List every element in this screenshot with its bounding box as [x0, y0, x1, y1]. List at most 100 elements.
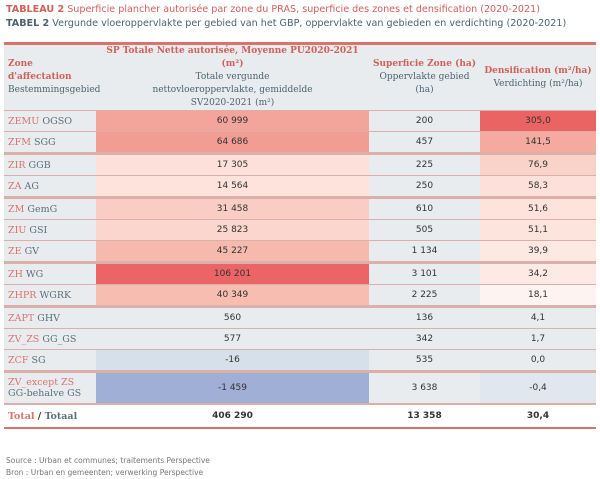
- area-cell: 200: [369, 110, 480, 132]
- zone-nl: GSI: [29, 224, 48, 236]
- zone-nl: GG_GS: [42, 333, 77, 345]
- zone-fr: ZE: [8, 245, 22, 257]
- zone-cell: ZAPT GHV: [4, 305, 96, 329]
- table-row: ZEMU OGSO 60 999 200 305,0: [4, 110, 596, 132]
- table-row: ZIU GSI 25 823 505 51,1: [4, 219, 596, 241]
- zone-fr: ZV_ZS: [8, 333, 40, 345]
- header-nl: Totale vergunde nettovloeroppervlakte, g…: [152, 72, 313, 108]
- density-cell: 58,3: [480, 175, 596, 198]
- header-fr: Zone d'affectation: [8, 59, 72, 82]
- zone-cell: ZFM SGG: [4, 131, 96, 154]
- zone-fr: ZCF: [8, 354, 29, 366]
- zone-nl: AG: [24, 180, 39, 192]
- total-sep: /: [34, 410, 45, 422]
- zone-cell: ZV_except ZS GG-behalve GS: [4, 370, 96, 404]
- zone-fr: ZIU: [8, 224, 27, 236]
- table-row: ZH WG 106 201 3 101 34,2: [4, 261, 596, 285]
- zone-cell: ZIU GSI: [4, 219, 96, 241]
- density-cell: 4,1: [480, 305, 596, 329]
- area-cell: 342: [369, 328, 480, 350]
- zone-fr: ZA: [8, 180, 22, 192]
- floor-area-cell: 31 458: [96, 196, 369, 220]
- floor-area-cell: 106 201: [96, 261, 369, 285]
- zone-cell: ZM GemG: [4, 196, 96, 220]
- table-row: ZA AG 14 564 250 58,3: [4, 175, 596, 198]
- zone-cell: ZH WG: [4, 261, 96, 285]
- total-density: 30,4: [480, 403, 596, 428]
- zone-fr: ZAPT: [8, 312, 35, 324]
- area-cell: 225: [369, 152, 480, 176]
- floor-area-cell: -1 459: [96, 370, 369, 404]
- zone-fr: ZHPR: [8, 289, 37, 301]
- title-nl-label: TABEL 2: [6, 18, 50, 29]
- area-cell: 457: [369, 131, 480, 154]
- total-label: Total / Totaal: [4, 403, 96, 428]
- title-nl-text: Vergunde vloeroppervlakte per gebied van…: [52, 18, 567, 29]
- zone-fr: ZFM: [8, 136, 31, 148]
- zone-fr: ZV_except ZS: [8, 377, 75, 388]
- zone-cell: ZV_ZS GG_GS: [4, 328, 96, 350]
- density-cell: 1,7: [480, 328, 596, 350]
- floor-area-cell: 40 349: [96, 284, 369, 307]
- header-floor-area: SP Totale Nette autorisée, Moyenne PU202…: [96, 43, 369, 111]
- total-floor-area: 406 290: [96, 403, 369, 428]
- zone-cell: ZE GV: [4, 240, 96, 263]
- zone-nl: GV: [24, 245, 40, 257]
- header-nl: Verdichting (m²/ha): [493, 78, 583, 89]
- floor-area-cell: -16: [96, 349, 369, 372]
- density-cell: -0,4: [480, 370, 596, 404]
- title-fr-text: Superficie plancher autorisée par zone d…: [67, 4, 540, 15]
- density-cell: 18,1: [480, 284, 596, 307]
- total-row: Total / Totaal 406 290 13 358 30,4: [4, 403, 596, 428]
- table-row: ZV_ZS GG_GS 577 342 1,7: [4, 328, 596, 350]
- table-row: ZCF SG -16 535 0,0: [4, 349, 596, 372]
- table-row: ZM GemG 31 458 610 51,6: [4, 196, 596, 220]
- zone-fr: ZEMU: [8, 115, 40, 127]
- header-fr: Densification (m²/ha): [484, 65, 592, 76]
- zone-nl: SG: [31, 354, 46, 366]
- zone-cell: ZHPR WGRK: [4, 284, 96, 307]
- table-row: ZAPT GHV 560 136 4,1: [4, 305, 596, 329]
- zone-nl: SGG: [33, 136, 56, 148]
- title-fr-label: TABLEAU 2: [6, 4, 65, 15]
- header-zone: Zone d'affectation Bestemmingsgebied: [4, 43, 100, 111]
- floor-area-cell: 14 564: [96, 175, 369, 198]
- floor-area-cell: 60 999: [96, 110, 369, 132]
- zone-nl: WG: [25, 268, 44, 280]
- density-cell: 51,1: [480, 219, 596, 241]
- floor-area-cell: 64 686: [96, 131, 369, 154]
- title-fr: TABLEAU 2 Superficie plancher autorisée …: [6, 4, 540, 15]
- zone-cell: ZCF SG: [4, 349, 96, 372]
- zone-nl: GG-behalve GS: [8, 388, 82, 399]
- table-row: ZFM SGG 64 686 457 141,5: [4, 131, 596, 154]
- density-cell: 51,6: [480, 196, 596, 220]
- table-row: ZV_except ZS GG-behalve GS -1 459 3 638 -…: [4, 370, 596, 404]
- zone-nl: GHV: [37, 312, 60, 324]
- header-row: Zone d'affectation Bestemmingsgebied SP T…: [4, 43, 596, 111]
- header-density: Densification (m²/ha) Verdichting (m²/ha): [480, 43, 596, 111]
- table-row: ZHPR WGRK 40 349 2 225 18,1: [4, 284, 596, 307]
- density-cell: 0,0: [480, 349, 596, 372]
- source-fr: Source : Urban et communes; traitements …: [6, 456, 210, 465]
- data-table: Zone d'affectation Bestemmingsgebied SP T…: [4, 42, 596, 429]
- zone-nl: GGB: [28, 159, 51, 171]
- area-cell: 250: [369, 175, 480, 198]
- floor-area-cell: 45 227: [96, 240, 369, 263]
- header-nl: Oppervlakte gebied (ha): [379, 72, 470, 95]
- zone-fr: ZIR: [8, 159, 26, 171]
- header-fr: Superficie Zone (ha): [373, 59, 476, 69]
- area-cell: 2 225: [369, 284, 480, 307]
- zone-fr: ZM: [8, 203, 25, 215]
- floor-area-cell: 17 305: [96, 152, 369, 176]
- area-cell: 1 134: [369, 240, 480, 263]
- area-cell: 535: [369, 349, 480, 372]
- total-nl: Totaal: [44, 410, 78, 422]
- area-cell: 3 101: [369, 261, 480, 285]
- density-cell: 76,9: [480, 152, 596, 176]
- zone-fr: ZH: [8, 268, 23, 280]
- zone-nl: OGSO: [42, 115, 72, 127]
- floor-area-cell: 560: [96, 305, 369, 329]
- floor-area-cell: 577: [96, 328, 369, 350]
- density-cell: 39,9: [480, 240, 596, 263]
- total-area: 13 358: [369, 403, 480, 428]
